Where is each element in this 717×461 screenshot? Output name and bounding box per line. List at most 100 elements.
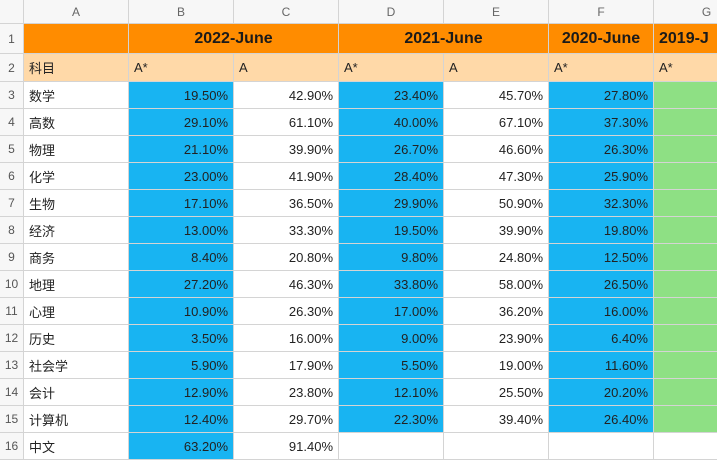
row-header-3[interactable]: 3	[0, 82, 24, 109]
year-header-2019[interactable]: 2019-J	[654, 24, 717, 54]
year-header-2020[interactable]: 2020-June	[549, 24, 654, 54]
grade-label-cell[interactable]: A*	[549, 54, 654, 82]
row-header-5[interactable]: 5	[0, 136, 24, 163]
data-cell[interactable]: 2	[654, 109, 717, 136]
data-cell[interactable]: 23.40%	[339, 82, 444, 109]
data-cell[interactable]	[339, 433, 444, 460]
data-cell[interactable]: 23.00%	[129, 163, 234, 190]
grade-label-cell[interactable]: A*	[339, 54, 444, 82]
column-header-c[interactable]: C	[234, 0, 339, 24]
subject-name-cell[interactable]: 物理	[24, 136, 129, 163]
data-cell[interactable]: 32.30%	[549, 190, 654, 217]
data-cell[interactable]: 20.80%	[234, 244, 339, 271]
data-cell[interactable]: 27.20%	[129, 271, 234, 298]
data-cell[interactable]: 19.80%	[549, 217, 654, 244]
data-cell[interactable]: 1	[654, 217, 717, 244]
data-cell[interactable]: 1	[654, 136, 717, 163]
data-cell[interactable]: 1	[654, 163, 717, 190]
data-cell[interactable]: 10.90%	[129, 298, 234, 325]
data-cell[interactable]: 1	[654, 271, 717, 298]
data-cell[interactable]: 33.30%	[234, 217, 339, 244]
row-header-7[interactable]: 7	[0, 190, 24, 217]
data-cell[interactable]	[444, 433, 549, 460]
row-header-16[interactable]: 16	[0, 433, 24, 460]
subject-name-cell[interactable]: 化学	[24, 163, 129, 190]
data-cell[interactable]: 50.90%	[444, 190, 549, 217]
data-cell[interactable]: 40.00%	[339, 109, 444, 136]
row-header-11[interactable]: 11	[0, 298, 24, 325]
data-cell[interactable]: 25.90%	[549, 163, 654, 190]
data-cell[interactable]: 21.10%	[129, 136, 234, 163]
data-cell[interactable]: 13.00%	[129, 217, 234, 244]
data-cell[interactable]: 17.90%	[234, 352, 339, 379]
row-header-4[interactable]: 4	[0, 109, 24, 136]
column-header-f[interactable]: F	[549, 0, 654, 24]
data-cell[interactable]: 41.90%	[234, 163, 339, 190]
data-cell[interactable]	[654, 244, 717, 271]
data-cell[interactable]: 19.50%	[339, 217, 444, 244]
data-cell[interactable]: 12.40%	[129, 406, 234, 433]
data-cell[interactable]	[654, 352, 717, 379]
subject-name-cell[interactable]: 高数	[24, 109, 129, 136]
subject-name-cell[interactable]: 心理	[24, 298, 129, 325]
data-cell[interactable]: 33.80%	[339, 271, 444, 298]
column-header-g[interactable]: G	[654, 0, 717, 24]
row-header-15[interactable]: 15	[0, 406, 24, 433]
data-cell[interactable]: 46.30%	[234, 271, 339, 298]
data-cell[interactable]: 29.10%	[129, 109, 234, 136]
row-header-12[interactable]: 12	[0, 325, 24, 352]
data-cell[interactable]: 9.00%	[339, 325, 444, 352]
year-header-cell[interactable]	[24, 24, 129, 54]
data-cell[interactable]: 42.90%	[234, 82, 339, 109]
subject-label-cell[interactable]: 科目	[24, 54, 129, 82]
data-cell[interactable]: 12.50%	[549, 244, 654, 271]
data-cell[interactable]: 26.30%	[549, 136, 654, 163]
row-header-10[interactable]: 10	[0, 271, 24, 298]
data-cell[interactable]: 26.70%	[339, 136, 444, 163]
subject-name-cell[interactable]: 计算机	[24, 406, 129, 433]
data-cell[interactable]: 12.10%	[339, 379, 444, 406]
subject-name-cell[interactable]: 商务	[24, 244, 129, 271]
row-header-6[interactable]: 6	[0, 163, 24, 190]
data-cell[interactable]: 24.80%	[444, 244, 549, 271]
data-cell[interactable]: 11.60%	[549, 352, 654, 379]
data-cell[interactable]: 5.50%	[339, 352, 444, 379]
subject-name-cell[interactable]: 生物	[24, 190, 129, 217]
data-cell[interactable]: 39.40%	[444, 406, 549, 433]
data-cell[interactable]: 39.90%	[444, 217, 549, 244]
row-header-2[interactable]: 2	[0, 54, 24, 82]
subject-name-cell[interactable]: 经济	[24, 217, 129, 244]
data-cell[interactable]: 26.40%	[549, 406, 654, 433]
data-cell[interactable]: 1	[654, 82, 717, 109]
data-cell[interactable]: 37.30%	[549, 109, 654, 136]
row-header-1[interactable]: 1	[0, 24, 24, 54]
row-header-14[interactable]: 14	[0, 379, 24, 406]
data-cell[interactable]: 58.00%	[444, 271, 549, 298]
data-cell[interactable]: 22.30%	[339, 406, 444, 433]
data-cell[interactable]: 46.60%	[444, 136, 549, 163]
year-header-2021[interactable]: 2021-June	[339, 24, 549, 54]
data-cell[interactable]: 17.00%	[339, 298, 444, 325]
data-cell[interactable]: 29.90%	[339, 190, 444, 217]
data-cell[interactable]: 8.40%	[129, 244, 234, 271]
data-cell[interactable]: 9.80%	[339, 244, 444, 271]
data-cell[interactable]: 29.70%	[234, 406, 339, 433]
grade-label-cell[interactable]: A	[234, 54, 339, 82]
data-cell[interactable]: 36.50%	[234, 190, 339, 217]
data-cell[interactable]: 12.90%	[129, 379, 234, 406]
data-cell[interactable]: 26.50%	[549, 271, 654, 298]
grade-label-cell[interactable]: A	[444, 54, 549, 82]
data-cell[interactable]: 45.70%	[444, 82, 549, 109]
data-cell[interactable]: 26.30%	[234, 298, 339, 325]
data-cell[interactable]: 17.10%	[129, 190, 234, 217]
row-header-8[interactable]: 8	[0, 217, 24, 244]
data-cell[interactable]: 16.00%	[549, 298, 654, 325]
data-cell[interactable]: 5.90%	[129, 352, 234, 379]
subject-name-cell[interactable]: 历史	[24, 325, 129, 352]
data-cell[interactable]: 19.00%	[444, 352, 549, 379]
year-header-2022[interactable]: 2022-June	[129, 24, 339, 54]
select-all-corner[interactable]	[0, 0, 24, 24]
data-cell[interactable]	[654, 379, 717, 406]
data-cell[interactable]: 39.90%	[234, 136, 339, 163]
data-cell[interactable]: 23.90%	[444, 325, 549, 352]
